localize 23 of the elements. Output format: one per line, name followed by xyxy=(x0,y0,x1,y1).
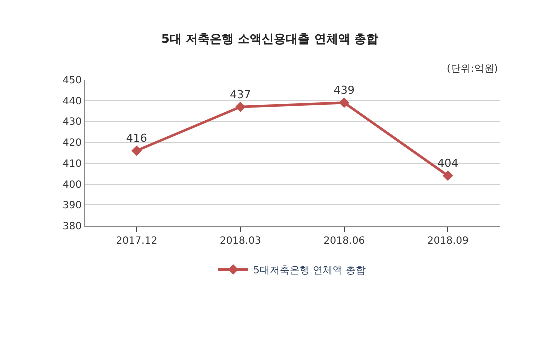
point xyxy=(235,102,246,112)
y-tick-label: 450 xyxy=(62,76,82,86)
point xyxy=(339,98,350,108)
x-tick-label: 2018.03 xyxy=(220,236,262,247)
y-tick-label: 420 xyxy=(62,138,82,150)
point xyxy=(442,170,454,182)
data-label: 404 xyxy=(438,157,459,170)
x-tick-label: 2018.09 xyxy=(427,236,469,247)
y-tick-label: 410 xyxy=(62,158,82,170)
y-tick-label: 440 xyxy=(62,96,82,108)
y-tick-label: 380 xyxy=(62,222,82,232)
x-tick-label: 2018.06 xyxy=(324,236,366,247)
y-tick-label: 390 xyxy=(62,200,82,212)
chart-title: 5대 저축은행 소액신용대출 연체액 총합 xyxy=(161,32,379,46)
y-tick-label: 400 xyxy=(62,180,82,191)
data-label: 416 xyxy=(126,132,148,146)
y-tick-label: 430 xyxy=(62,117,82,128)
data-label: 437 xyxy=(230,88,252,102)
text: (단위:억원) xyxy=(447,64,498,75)
data-label: 439 xyxy=(334,84,355,98)
x-tick-label: 2017.12 xyxy=(116,236,158,247)
point xyxy=(132,146,142,156)
legend-label: 5대저축은행 연체액 총합 xyxy=(254,266,366,277)
